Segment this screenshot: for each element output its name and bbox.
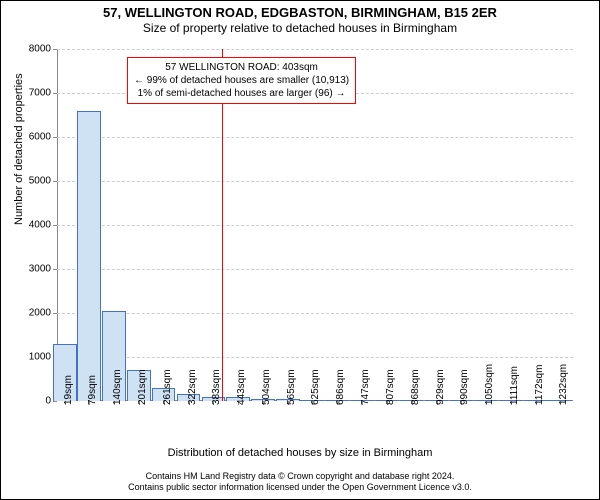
x-tick-label: 79sqm (87, 375, 98, 405)
gridline (57, 49, 573, 50)
x-tick-label: 443sqm (236, 369, 247, 405)
x-tick-label: 1111sqm (509, 366, 520, 405)
y-tick (53, 93, 57, 94)
gridline (57, 225, 573, 226)
title-block: 57, WELLINGTON ROAD, EDGBASTON, BIRMINGH… (1, 1, 599, 36)
annotation-box: 57 WELLINGTON ROAD: 403sqm← 99% of detac… (127, 57, 356, 104)
histogram-bar (77, 111, 101, 401)
gridline (57, 269, 573, 270)
y-tick (53, 269, 57, 270)
y-tick (53, 401, 57, 402)
x-tick-label: 625sqm (310, 369, 321, 405)
chart-area: 01000200030004000500060007000800019sqm79… (57, 49, 573, 401)
x-axis-label: Distribution of detached houses by size … (1, 447, 599, 459)
chart-container: 57, WELLINGTON ROAD, EDGBASTON, BIRMINGH… (0, 0, 600, 500)
x-tick-label: 990sqm (459, 369, 470, 405)
x-tick-label: 261sqm (162, 369, 173, 405)
gridline (57, 357, 573, 358)
y-tick (53, 313, 57, 314)
x-tick-label: 322sqm (187, 369, 198, 405)
x-tick-label: 868sqm (410, 369, 421, 405)
y-tick-label: 0 (45, 396, 51, 407)
annotation-line: 57 WELLINGTON ROAD: 403sqm (134, 61, 349, 74)
y-tick-label: 1000 (29, 352, 51, 363)
y-tick-label: 5000 (29, 176, 51, 187)
footer: Contains HM Land Registry data © Crown c… (1, 471, 599, 493)
y-tick-label: 2000 (29, 308, 51, 319)
x-tick-label: 686sqm (335, 369, 346, 405)
x-tick-label: 747sqm (360, 369, 371, 405)
x-tick-label: 807sqm (385, 369, 396, 405)
x-tick-label: 201sqm (137, 369, 148, 405)
plot: 01000200030004000500060007000800019sqm79… (57, 49, 573, 401)
x-tick-label: 1232sqm (558, 364, 569, 405)
y-tick-label: 6000 (29, 132, 51, 143)
footer-line-2: Contains public sector information licen… (1, 482, 599, 493)
y-tick-label: 4000 (29, 220, 51, 231)
y-tick (53, 137, 57, 138)
x-tick-label: 929sqm (435, 369, 446, 405)
y-tick-label: 7000 (29, 88, 51, 99)
y-tick (53, 49, 57, 50)
x-tick-label: 19sqm (63, 375, 74, 405)
x-tick-label: 140sqm (112, 369, 123, 405)
title-address: 57, WELLINGTON ROAD, EDGBASTON, BIRMINGH… (1, 5, 599, 21)
gridline (57, 137, 573, 138)
y-tick-label: 3000 (29, 264, 51, 275)
y-tick (53, 225, 57, 226)
gridline (57, 181, 573, 182)
x-tick-label: 565sqm (286, 369, 297, 405)
x-tick-label: 1172sqm (534, 365, 545, 405)
annotation-line: 1% of semi-detached houses are larger (9… (134, 87, 349, 100)
y-tick-label: 8000 (29, 44, 51, 55)
y-tick (53, 181, 57, 182)
y-axis-label: Number of detached properties (13, 73, 25, 225)
x-tick-label: 504sqm (261, 369, 272, 405)
annotation-line: ← 99% of detached houses are smaller (10… (134, 74, 349, 87)
gridline (57, 313, 573, 314)
title-subtitle: Size of property relative to detached ho… (1, 21, 599, 36)
x-tick-label: 1050sqm (484, 364, 495, 405)
footer-line-1: Contains HM Land Registry data © Crown c… (1, 471, 599, 482)
